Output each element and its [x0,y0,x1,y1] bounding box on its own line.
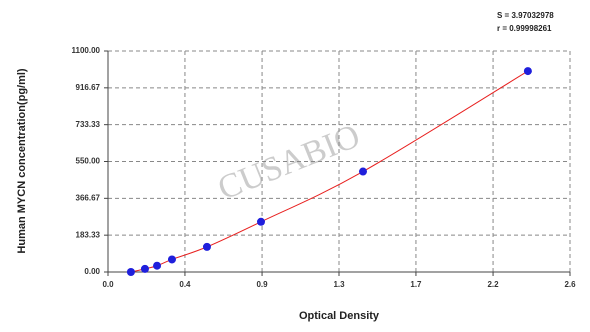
y-tick-label: 0.00 [84,267,100,276]
y-tick-label: 183.33 [76,230,101,239]
y-axis-label: Human MYCN concentration(pg/ml) [16,68,28,254]
point [523,67,532,76]
annotation: r = 0.99998261 [497,24,552,33]
x-tick-label: 0.0 [102,280,114,289]
point [153,261,162,270]
x-tick-label: 0.9 [256,280,268,289]
point [202,242,211,251]
x-axis-label: Optical Density [299,310,380,322]
x-tick-label: 2.2 [487,280,499,289]
fit-curve [130,70,529,273]
y-tick-label: 916.67 [76,83,101,92]
point [126,268,135,276]
x-tick-label: 1.3 [333,280,345,289]
x-tick-label: 0.4 [179,280,191,289]
y-tick-label: 1100.00 [72,46,101,55]
point [140,264,149,273]
point [167,255,176,264]
x-tick-label: 2.6 [564,280,576,289]
annotation: S = 3.97032978 [497,11,554,20]
y-tick-label: 550.00 [76,157,101,166]
y-tick-label: 733.33 [76,120,101,129]
point [256,217,265,226]
point [358,167,367,176]
x-tick-label: 1.7 [410,280,422,289]
y-tick-label: 366.67 [76,193,101,202]
watermark: CUSABIO [213,117,365,207]
